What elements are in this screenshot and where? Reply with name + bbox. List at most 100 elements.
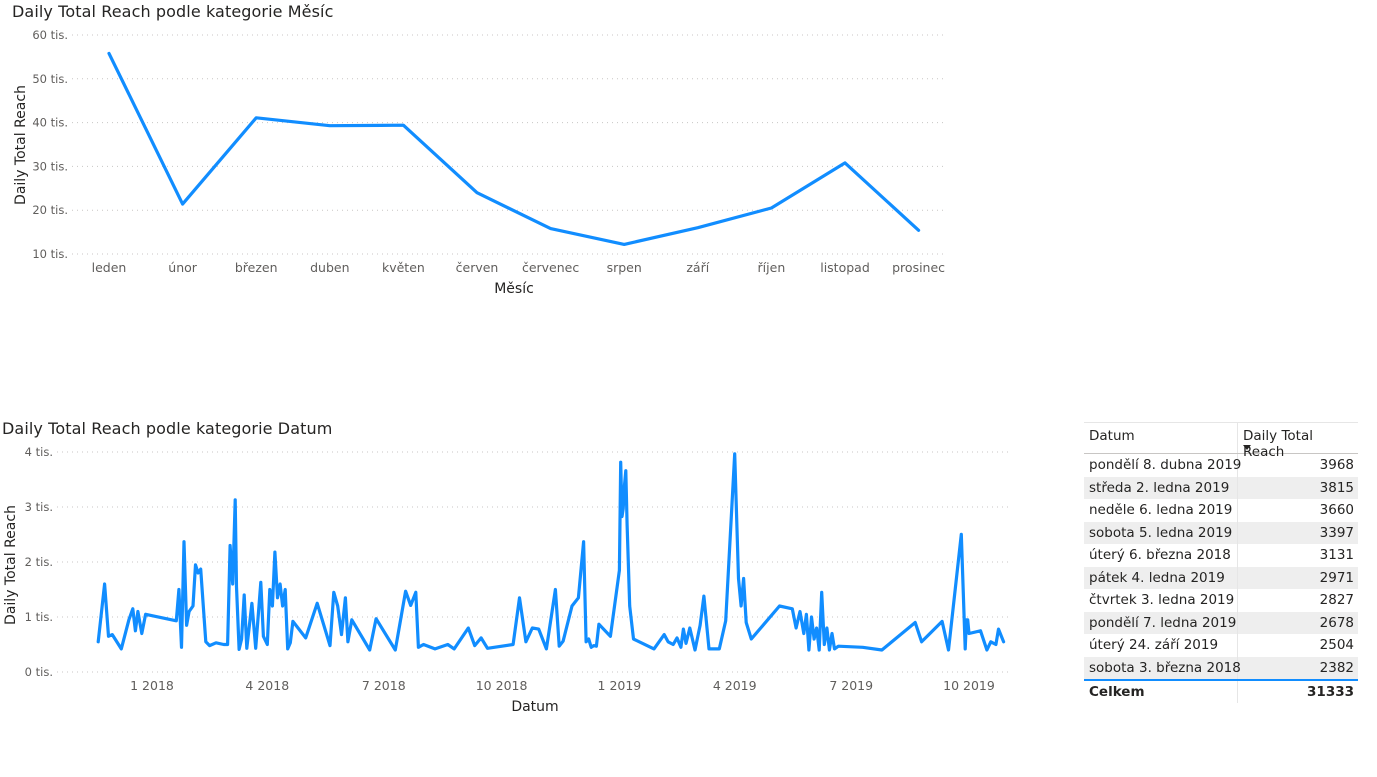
x-tick-label: 7 2018: [362, 678, 406, 693]
data-point: [238, 648, 241, 651]
data-point: [271, 605, 274, 608]
x-tick-label: 10 2019: [943, 678, 995, 693]
data-point: [994, 643, 997, 646]
x-tick-label: srpen: [607, 260, 642, 275]
data-point: [558, 645, 561, 648]
data-point: [350, 618, 353, 621]
data-point: [486, 647, 489, 650]
data-point: [394, 649, 397, 652]
cell-daily-total-reach: 2382: [1319, 659, 1354, 676]
data-point: [197, 572, 200, 575]
x-tick-label: září: [686, 260, 709, 275]
y-tick-label: 20 tis.: [32, 203, 68, 217]
data-point: [694, 649, 697, 652]
data-point: [120, 647, 123, 650]
monthly-chart-title: Daily Total Reach podle kategorie Měsíc: [12, 2, 334, 21]
data-point: [795, 627, 798, 630]
y-tick-label: 0 tis.: [25, 665, 53, 679]
data-point: [989, 640, 992, 643]
monthly-line-chart[interactable]: 10 tis. 20 tis. 30 tis. 40 tis. 50 tis. 60 ti…: [0, 0, 960, 310]
data-point: [144, 613, 147, 616]
table-row[interactable]: pátek 4. ledna 2019 2971: [1084, 566, 1358, 589]
data-point: [549, 227, 553, 231]
top-dates-table[interactable]: Datum Daily Total Reach pondělí 8. dubna…: [1084, 422, 1358, 703]
y-tick-label: 3 tis.: [25, 500, 53, 514]
x-tick-label: 7 2019: [829, 678, 873, 693]
data-point: [587, 638, 590, 641]
table-row[interactable]: pondělí 7. ledna 2019 2678: [1084, 611, 1358, 634]
x-tick-label: květen: [382, 260, 425, 275]
data-point: [626, 523, 629, 526]
data-point: [718, 647, 721, 650]
table-row[interactable]: úterý 24. září 2019 2504: [1084, 634, 1358, 657]
x-tick-label: duben: [310, 260, 349, 275]
data-point: [914, 621, 917, 624]
data-point: [861, 646, 864, 649]
data-point: [276, 596, 279, 599]
data-point: [688, 627, 691, 630]
data-point: [750, 638, 753, 641]
cell-daily-total-reach: 2971: [1319, 569, 1354, 586]
data-point: [880, 649, 883, 652]
x-tick-label: březen: [235, 260, 278, 275]
data-point: [289, 641, 292, 644]
daily-chart-visual[interactable]: Daily Total Reach podle kategorie Datum …: [0, 415, 1020, 725]
column-header-datum[interactable]: Datum: [1084, 423, 1238, 453]
data-point: [250, 602, 253, 605]
cell-datum: čtvrtek 3. ledna 2019: [1084, 589, 1238, 612]
daily-chart-title: Daily Total Reach podle kategorie Datum: [2, 419, 333, 438]
data-point: [623, 484, 626, 487]
column-header-daily-total-reach[interactable]: Daily Total Reach: [1238, 423, 1358, 460]
table-row[interactable]: čtvrtek 3. ledna 2019 2827: [1084, 589, 1358, 612]
y-tick-label: 60 tis.: [32, 28, 68, 42]
data-point: [740, 605, 743, 608]
data-point: [404, 590, 407, 593]
data-point: [592, 644, 595, 647]
monthly-chart-visual[interactable]: Daily Total Reach podle kategorie Měsíc …: [0, 0, 960, 310]
table-row[interactable]: úterý 6. března 2018 3131: [1084, 544, 1358, 567]
cell-daily-total-reach: 3815: [1319, 479, 1354, 496]
data-point: [281, 605, 284, 608]
data-point: [941, 620, 944, 623]
data-point: [243, 594, 246, 597]
data-point: [920, 640, 923, 643]
table-row[interactable]: pondělí 8. dubna 2019 3968: [1084, 454, 1358, 477]
data-point: [518, 596, 521, 599]
data-point: [843, 161, 847, 165]
table-row[interactable]: neděle 6. ledna 2019 3660: [1084, 499, 1358, 522]
data-point: [624, 469, 627, 472]
data-point: [181, 202, 185, 206]
data-point: [820, 591, 823, 594]
data-point: [134, 629, 137, 632]
data-point: [336, 605, 339, 608]
cell-daily-total-reach: 2678: [1319, 614, 1354, 631]
table-row[interactable]: sobota 5. ledna 2019 3397: [1084, 521, 1358, 544]
data-point: [103, 583, 106, 586]
data-point: [590, 646, 593, 649]
table-row[interactable]: sobota 3. března 2018 2382: [1084, 656, 1358, 679]
data-point: [368, 649, 371, 652]
data-point: [199, 568, 202, 571]
data-point: [229, 544, 232, 547]
data-point: [737, 577, 740, 580]
y-axis-title: Daily Total Reach: [3, 505, 19, 625]
data-point: [632, 638, 635, 641]
data-point: [183, 540, 186, 543]
table-row[interactable]: středa 2. ledna 2019 3815: [1084, 476, 1358, 499]
data-point: [685, 642, 688, 645]
daily-line-chart[interactable]: 0 tis. 1 tis. 2 tis. 3 tis. 4 tis. 1 2018 4 20…: [0, 415, 1020, 725]
data-point: [968, 632, 971, 635]
x-tick-label: 10 2018: [476, 678, 528, 693]
data-point: [316, 602, 319, 605]
cell-datum: pondělí 8. dubna 2019: [1084, 454, 1241, 477]
data-point: [807, 649, 810, 652]
data-point: [619, 461, 622, 464]
data-point: [417, 646, 420, 649]
data-point: [545, 647, 548, 650]
data-point: [802, 632, 805, 635]
series-line-daily-total-reach: [96, 452, 1006, 652]
data-point: [136, 610, 139, 613]
data-point: [813, 638, 816, 641]
data-point: [947, 649, 950, 652]
data-point: [414, 591, 417, 594]
